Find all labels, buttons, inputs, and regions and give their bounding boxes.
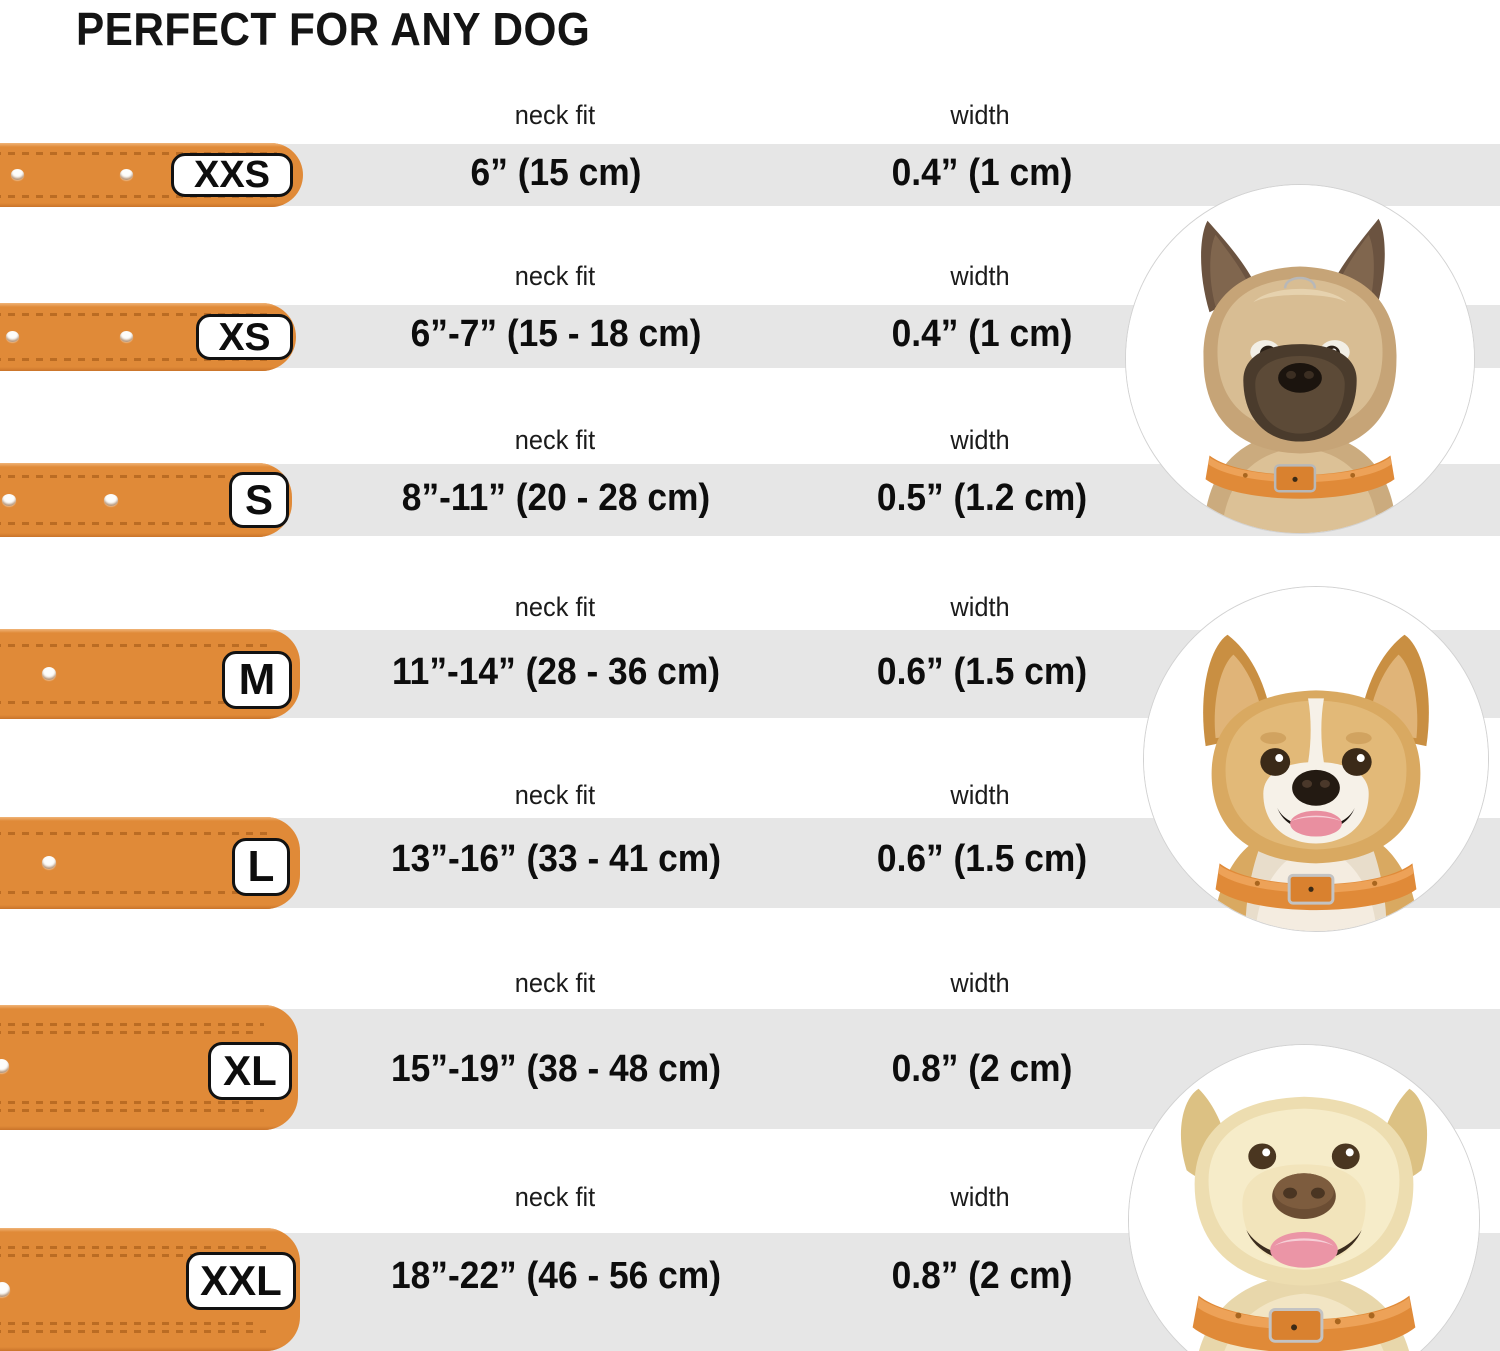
width-value: 0.6” (1.5 cm) bbox=[876, 838, 1088, 880]
stitch-line bbox=[0, 891, 274, 894]
punch-hole bbox=[42, 856, 56, 869]
width-value: 0.8” (2 cm) bbox=[891, 1048, 1073, 1090]
punch-hole bbox=[42, 667, 56, 680]
size-badge-xs: XS bbox=[196, 314, 293, 360]
stitch-line bbox=[0, 1246, 266, 1249]
width-value: 0.4” (1 cm) bbox=[891, 313, 1073, 355]
punch-hole bbox=[2, 494, 16, 506]
punch-hole bbox=[0, 1059, 9, 1073]
size-badge-xxs: XXS bbox=[171, 153, 293, 197]
terrier-photo bbox=[1125, 184, 1475, 534]
stitch-line bbox=[0, 701, 274, 704]
size-badge-label: XS bbox=[218, 315, 271, 359]
corgi-illustration bbox=[1144, 587, 1488, 931]
punch-hole bbox=[0, 1282, 10, 1297]
width-label: width bbox=[950, 100, 1010, 130]
stitch-line bbox=[0, 832, 274, 835]
stitch-line bbox=[0, 152, 277, 155]
punch-hole bbox=[120, 331, 133, 342]
stitch-line bbox=[0, 1023, 264, 1026]
neck-fit-label: neck fit bbox=[514, 261, 596, 291]
size-badge-label: XL bbox=[223, 1047, 277, 1094]
width-value: 0.8” (2 cm) bbox=[891, 1255, 1073, 1297]
labrador-illustration bbox=[1129, 1045, 1479, 1351]
stitch-line bbox=[0, 1322, 260, 1325]
size-badge-label: XXS bbox=[193, 154, 271, 196]
stitch-line bbox=[0, 644, 274, 647]
neck-fit-label: neck fit bbox=[514, 592, 596, 622]
width-label: width bbox=[950, 968, 1010, 998]
width-label: width bbox=[950, 592, 1010, 622]
size-badge-xl: XL bbox=[208, 1042, 292, 1100]
size-badge-label: S bbox=[244, 476, 273, 523]
neck-fit-value: 15”-19” (38 - 48 cm) bbox=[390, 1048, 722, 1090]
stitch-line bbox=[0, 313, 270, 316]
stitch-line bbox=[0, 358, 270, 361]
size-badge-xxl: XXL bbox=[186, 1252, 296, 1310]
width-value: 0.6” (1.5 cm) bbox=[876, 651, 1088, 693]
size-badge-label: M bbox=[238, 655, 276, 704]
width-value: 0.5” (1.2 cm) bbox=[876, 477, 1088, 519]
stitch-line bbox=[0, 522, 266, 525]
size-badge-label: XXL bbox=[200, 1257, 282, 1304]
neck-fit-value: 6”-7” (15 - 18 cm) bbox=[410, 313, 702, 355]
neck-fit-label: neck fit bbox=[514, 100, 596, 130]
stitch-line bbox=[0, 195, 277, 198]
page-title: PERFECT FOR ANY DOG bbox=[76, 3, 591, 55]
neck-fit-value: 6” (15 cm) bbox=[470, 152, 642, 194]
size-badge-label: L bbox=[247, 842, 275, 891]
stitch-line bbox=[0, 1254, 260, 1257]
width-label: width bbox=[950, 1182, 1010, 1212]
stitch-line bbox=[0, 475, 266, 478]
width-label: width bbox=[950, 261, 1010, 291]
width-label: width bbox=[950, 780, 1010, 810]
neck-fit-value: 8”-11” (20 - 28 cm) bbox=[401, 477, 711, 519]
neck-fit-label: neck fit bbox=[514, 968, 596, 998]
width-label: width bbox=[950, 425, 1010, 455]
corgi-photo bbox=[1143, 586, 1489, 932]
stitch-line bbox=[0, 1109, 264, 1112]
neck-fit-label: neck fit bbox=[514, 425, 596, 455]
neck-fit-value: 13”-16” (33 - 41 cm) bbox=[390, 838, 722, 880]
neck-fit-label: neck fit bbox=[514, 780, 596, 810]
stitch-line bbox=[0, 1101, 258, 1104]
punch-hole bbox=[104, 494, 118, 506]
width-value: 0.4” (1 cm) bbox=[891, 152, 1073, 194]
size-badge-m: M bbox=[222, 651, 292, 709]
terrier-illustration bbox=[1126, 185, 1474, 533]
punch-hole bbox=[11, 169, 24, 180]
stitch-line bbox=[0, 1330, 266, 1333]
neck-fit-value: 11”-14” (28 - 36 cm) bbox=[391, 651, 721, 693]
labrador-photo bbox=[1128, 1044, 1480, 1351]
neck-fit-label: neck fit bbox=[514, 1182, 596, 1212]
punch-hole bbox=[6, 331, 19, 342]
size-badge-s: S bbox=[229, 472, 289, 528]
punch-hole bbox=[120, 169, 133, 180]
stitch-line bbox=[0, 1031, 258, 1034]
neck-fit-value: 18”-22” (46 - 56 cm) bbox=[390, 1255, 722, 1297]
size-badge-l: L bbox=[232, 838, 290, 896]
